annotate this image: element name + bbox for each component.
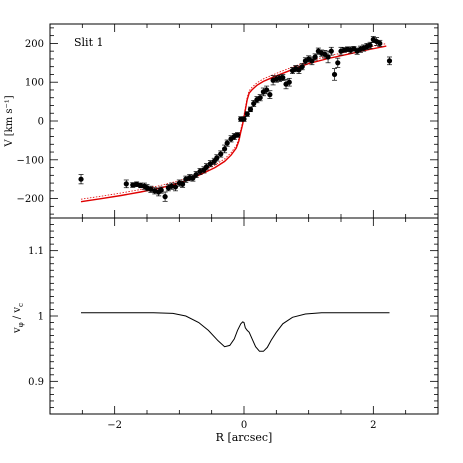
data-point [367, 42, 373, 48]
data-point [130, 182, 136, 188]
top-y-tick-label: −100 [17, 155, 44, 166]
velocity-ratio-panel: 0.911.1 −2 0 2 R [arcsec] vφ / vc [12, 217, 439, 444]
bottom-panel-ticks [50, 218, 438, 414]
data-point [241, 116, 247, 122]
bottom-y-tick-label: 1.1 [28, 246, 44, 257]
data-point [335, 60, 341, 66]
bottom-panel-frame [49, 217, 439, 415]
bottom-x-tick-label: 2 [370, 420, 376, 431]
data-point [386, 58, 393, 64]
data-point [179, 181, 186, 187]
bottom-y-axis-label: vφ / vc [12, 303, 25, 334]
data-point [309, 58, 315, 64]
data-point [158, 187, 164, 193]
top-panel-y-tick-labels: −200 −100 0 100 200 [17, 39, 44, 205]
data-point [162, 194, 168, 200]
ylabel-v-c: v [12, 307, 23, 314]
bottom-y-tick-label: 1 [38, 312, 44, 323]
ylabel-sub-phi: φ [17, 322, 25, 327]
velocity-points [78, 36, 393, 202]
ylabel-sub-c: c [17, 303, 25, 307]
bottom-x-axis-label: R [arcsec] [216, 431, 273, 444]
data-point [328, 48, 334, 54]
top-y-tick-label: 200 [25, 39, 44, 50]
rotation-curve-panel: −200 −100 0 100 200 Slit 1 V [km s⁻¹] [4, 23, 439, 219]
ylabel-slash: / [12, 313, 23, 323]
data-point [190, 175, 196, 181]
top-y-axis-label: V [km s⁻¹] [4, 95, 15, 147]
data-point [257, 95, 263, 101]
ylabel-v-phi: v [12, 327, 23, 334]
velocity-ratio-line [81, 312, 390, 352]
top-y-tick-label: −200 [17, 194, 44, 205]
data-point [377, 40, 383, 47]
data-point [280, 74, 286, 81]
top-y-tick-label: 0 [38, 117, 44, 128]
model-curve [80, 43, 387, 203]
data-point [193, 171, 199, 178]
bottom-panel-x-tick-labels: −2 0 2 [107, 420, 376, 431]
data-point [244, 111, 250, 117]
data-point [78, 176, 84, 182]
slit-annotation: Slit 1 [74, 36, 104, 49]
data-point [234, 132, 241, 138]
data-point [137, 182, 144, 189]
bottom-x-tick-label: 0 [241, 420, 247, 431]
data-point [299, 64, 305, 70]
top-y-tick-label: 100 [25, 78, 44, 89]
data-point [264, 87, 270, 93]
bottom-panel-y-tick-labels: 0.9 1 1.1 [28, 246, 44, 388]
bottom-x-tick-label: −2 [107, 420, 122, 431]
bottom-y-tick-label: 0.9 [28, 377, 44, 388]
data-point [331, 71, 338, 78]
data-point [168, 183, 175, 189]
data-point [251, 100, 257, 107]
data-point [214, 155, 220, 161]
data-point [172, 184, 179, 190]
data-point [123, 181, 129, 187]
data-point [312, 54, 318, 60]
data-point [207, 161, 213, 167]
data-point [247, 106, 254, 112]
data-point [222, 146, 228, 152]
data-point [325, 54, 331, 60]
data-point [286, 79, 292, 85]
data-point [224, 140, 230, 146]
data-point [218, 151, 224, 157]
data-point [203, 164, 210, 170]
model-curve-line [80, 45, 387, 203]
top-panel-ticks [50, 24, 438, 218]
ratio-line [81, 312, 390, 352]
model-curve-line-alt [80, 43, 387, 200]
data-point [296, 67, 302, 73]
data-point [267, 92, 273, 98]
